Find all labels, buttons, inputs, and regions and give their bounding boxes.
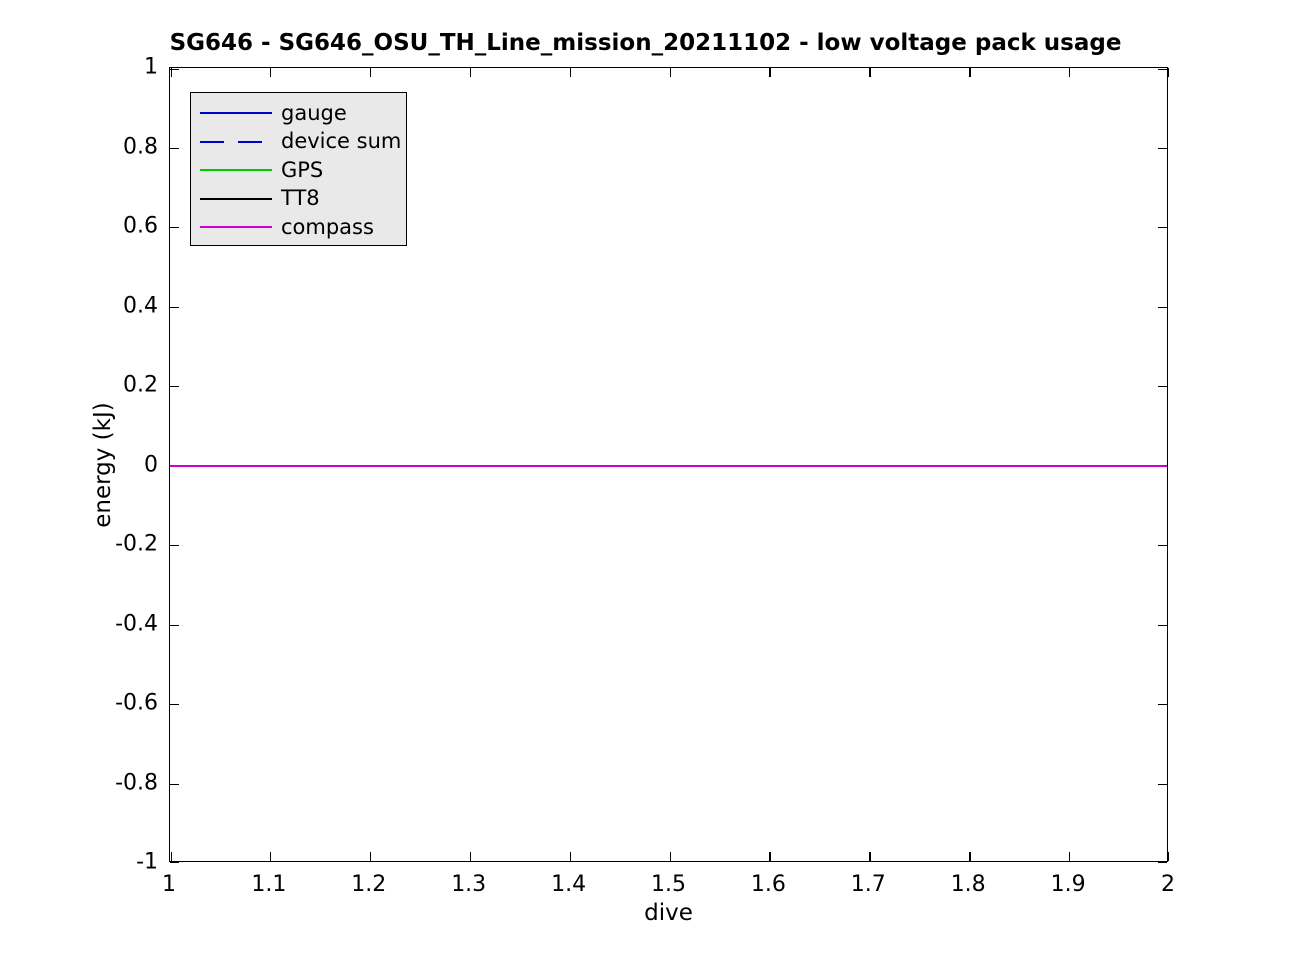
y-axis-tick	[170, 147, 179, 149]
series-stroke	[170, 464, 1167, 467]
y-axis-tick	[170, 783, 179, 785]
x-axis-tick	[969, 68, 971, 77]
legend-line-swatch	[200, 160, 272, 180]
y-axis-tick-label: -1	[136, 849, 158, 875]
y-axis-tick	[170, 862, 179, 864]
y-axis-tick-label: 0.4	[123, 293, 158, 318]
y-axis-tick	[170, 227, 179, 229]
y-axis-tick	[1158, 862, 1167, 864]
x-axis-tick	[869, 68, 871, 77]
legend-item-label: compass	[281, 214, 374, 239]
y-axis-tick-label: 1	[144, 54, 158, 80]
legend-line-swatch	[200, 189, 272, 209]
y-axis-tick	[1158, 306, 1167, 308]
legend-item[interactable]: device sum	[191, 128, 406, 157]
x-axis-tick	[669, 68, 671, 77]
y-axis-tick-label: -0.6	[115, 690, 158, 716]
legend-item-label: gauge	[281, 100, 347, 125]
x-axis-tick-label: 1.8	[950, 872, 986, 897]
legend-swatch-stroke	[200, 112, 272, 115]
x-axis-tick-label: 1.6	[750, 872, 786, 897]
x-axis-tick	[869, 852, 871, 861]
x-axis-tick	[269, 852, 272, 861]
x-axis-tick-label: 1	[162, 872, 176, 897]
legend-item-label: TT8	[281, 186, 320, 211]
y-axis-tick	[1158, 783, 1167, 785]
y-axis-tick	[170, 704, 179, 706]
legend-line-swatch	[200, 132, 272, 152]
x-axis-tick-label: 1.4	[551, 872, 587, 897]
legend-item[interactable]: gauge	[191, 99, 406, 128]
x-axis-tick	[1069, 852, 1071, 861]
x-axis-tick	[469, 852, 472, 861]
legend-line-swatch	[200, 103, 272, 123]
y-axis-tick-label: 0	[144, 452, 158, 477]
x-axis-tick-label: 1.1	[251, 872, 287, 897]
y-axis-tick	[1158, 147, 1167, 149]
legend-item[interactable]: GPS	[191, 156, 406, 185]
y-axis-tick-label: 0.8	[123, 134, 158, 159]
y-axis-tick	[170, 306, 179, 308]
x-axis-tick	[669, 852, 671, 861]
x-axis-tick-label: 1.5	[651, 872, 686, 897]
y-axis-tick-label: -0.4	[115, 611, 158, 636]
x-axis-tick	[569, 68, 571, 77]
legend-box: gauge device sum GPS TT8 compass	[190, 92, 407, 246]
x-axis-tick	[1069, 68, 1071, 77]
legend-item[interactable]: compass	[191, 213, 406, 242]
x-axis-tick-label: 1.7	[850, 872, 886, 897]
legend-item-label: GPS	[281, 157, 324, 182]
x-axis-tick	[369, 68, 372, 77]
y-axis-tick	[170, 386, 179, 388]
y-axis-tick	[170, 69, 179, 71]
x-axis-tick	[969, 852, 971, 861]
x-axis-tick-label: 1.9	[1050, 872, 1086, 897]
x-axis-tick	[1168, 852, 1170, 861]
x-axis-tick	[269, 68, 272, 77]
x-axis-tick	[369, 852, 372, 861]
legend-swatch-stroke	[200, 140, 272, 143]
legend-swatch-stroke	[200, 169, 272, 172]
legend-swatch-stroke	[200, 226, 272, 229]
x-axis-tick-label: 1.3	[451, 872, 487, 897]
x-axis-tick	[171, 68, 173, 77]
x-axis-tick	[1168, 68, 1170, 77]
x-axis-tick	[171, 852, 173, 861]
x-axis-tick	[569, 852, 571, 861]
y-axis-tick	[1158, 545, 1167, 547]
legend-item-label: device sum	[281, 129, 402, 154]
x-axis-tick	[769, 68, 771, 77]
y-axis-tick	[1158, 704, 1167, 706]
y-axis-tick-label: 0.6	[123, 213, 158, 239]
y-axis-tick	[1158, 624, 1167, 626]
x-axis-tick	[769, 852, 771, 861]
x-axis-label: dive	[644, 900, 693, 926]
y-axis-tick-label: 0.2	[123, 372, 158, 398]
y-axis-tick	[1158, 227, 1167, 229]
x-axis-tick-label: 1.2	[351, 872, 387, 897]
x-axis-tick	[469, 68, 472, 77]
y-axis-tick	[1158, 69, 1167, 71]
y-axis-tick-label: -0.8	[115, 770, 158, 795]
x-axis-tick-label: 2	[1161, 872, 1175, 897]
legend-item[interactable]: TT8	[191, 185, 406, 214]
legend-swatch-stroke	[200, 197, 272, 200]
y-axis-tick	[170, 545, 179, 547]
y-axis-tick	[1158, 386, 1167, 388]
page-title: SG646 - SG646_OSU_TH_Line_mission_202111…	[169, 30, 1122, 56]
y-axis-tick	[170, 624, 179, 626]
y-axis-tick-label: -0.2	[115, 531, 158, 557]
legend-line-swatch	[200, 217, 272, 237]
